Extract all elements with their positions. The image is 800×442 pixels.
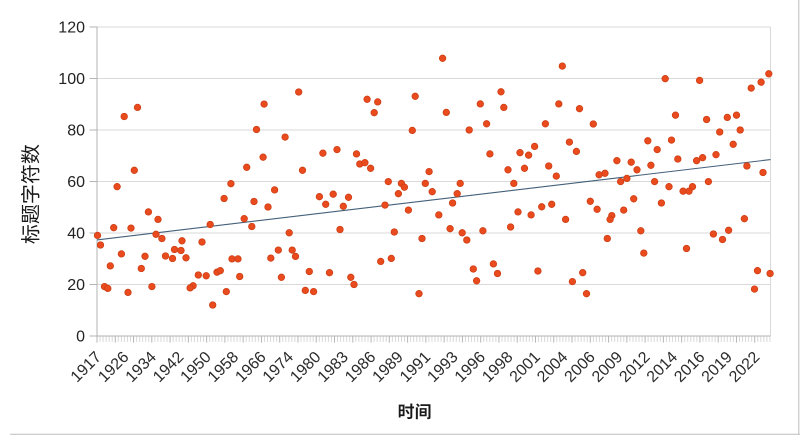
svg-text:120: 120 <box>58 20 85 37</box>
svg-text:100: 100 <box>58 71 85 88</box>
svg-text:80: 80 <box>67 123 85 140</box>
svg-text:0: 0 <box>76 329 85 346</box>
svg-text:20: 20 <box>67 277 85 294</box>
svg-text:40: 40 <box>67 226 85 243</box>
svg-text:60: 60 <box>67 174 85 191</box>
